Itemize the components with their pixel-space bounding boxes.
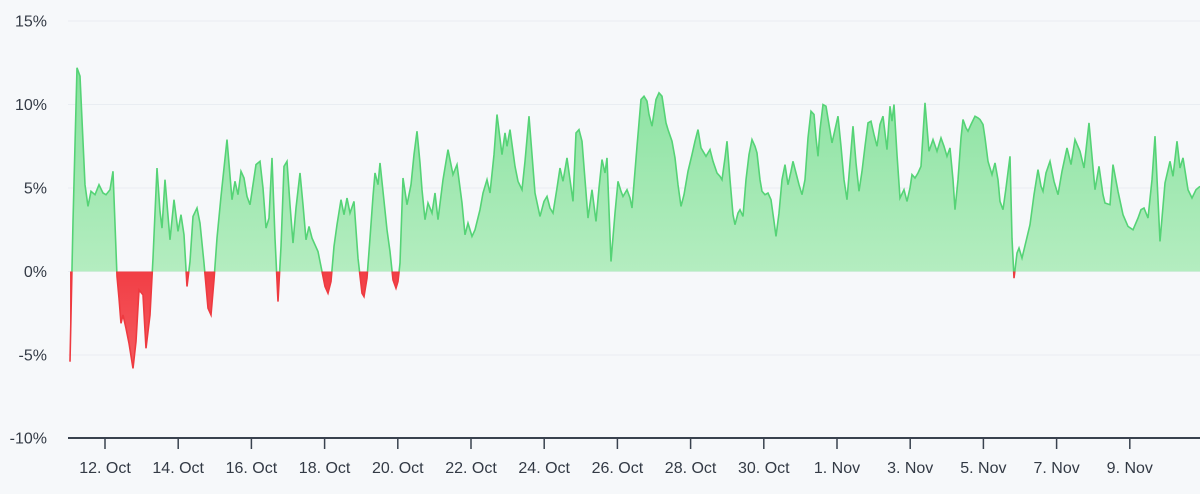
x-axis-label: 22. Oct — [445, 460, 497, 477]
x-axis-label: 1. Nov — [814, 460, 860, 477]
y-axis-label: 10% — [15, 97, 47, 114]
x-axis-label: 3. Nov — [887, 460, 933, 477]
x-axis-label: 7. Nov — [1033, 460, 1079, 477]
y-axis-label: -10% — [10, 431, 47, 448]
y-axis-label: -5% — [19, 348, 47, 365]
x-axis-label: 20. Oct — [372, 460, 424, 477]
x-axis-label: 9. Nov — [1107, 460, 1153, 477]
x-axis-label: 28. Oct — [665, 460, 717, 477]
x-axis-label: 30. Oct — [738, 460, 790, 477]
x-axis-label: 24. Oct — [518, 460, 570, 477]
x-axis-label: 14. Oct — [152, 460, 204, 477]
y-axis-label: 5% — [24, 181, 47, 198]
x-axis-label: 16. Oct — [226, 460, 278, 477]
x-axis-label: 18. Oct — [299, 460, 351, 477]
x-axis-label: 5. Nov — [960, 460, 1006, 477]
x-axis-label: 26. Oct — [592, 460, 644, 477]
line-positive — [71, 67, 1200, 272]
y-axis-label: 15% — [15, 14, 47, 31]
y-axis-label: 0% — [24, 264, 47, 281]
area-positive — [70, 67, 1200, 272]
x-axis-label: 12. Oct — [79, 460, 131, 477]
